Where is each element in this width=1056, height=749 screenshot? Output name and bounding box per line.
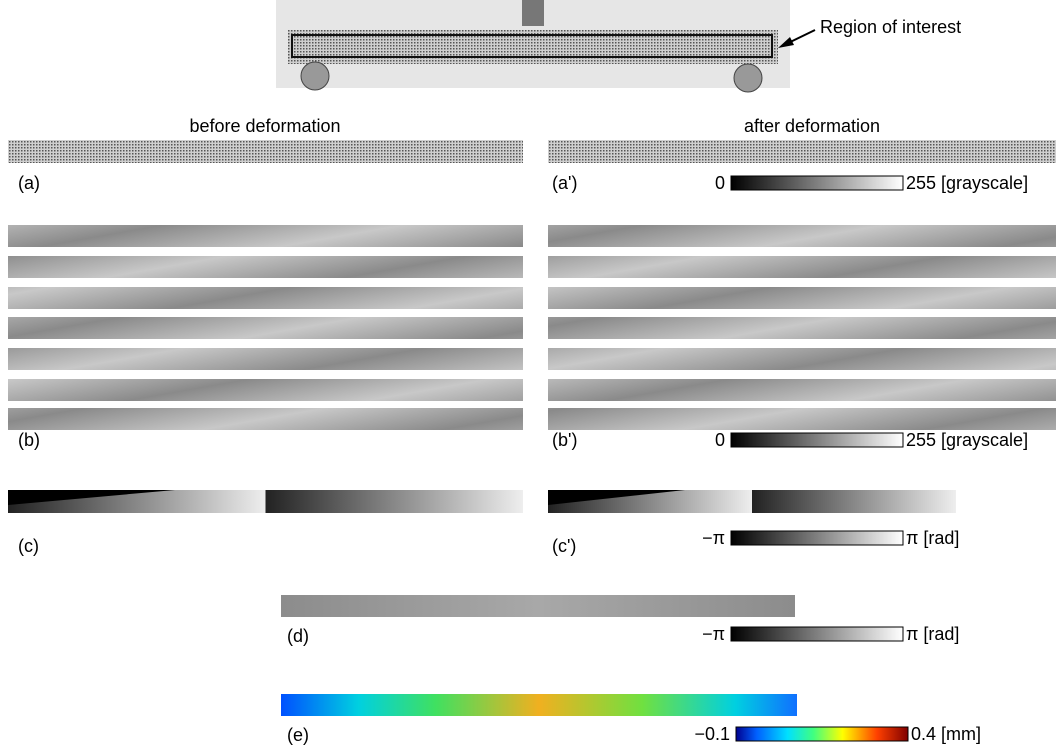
fringe-strip xyxy=(548,408,1056,430)
fringe-strip xyxy=(8,408,523,430)
fringe-strip xyxy=(548,287,1056,309)
displacement-strip xyxy=(281,694,797,716)
panel-label: (a) xyxy=(18,173,40,193)
fringe-strip xyxy=(8,287,523,309)
image-strip xyxy=(548,140,1056,163)
phase-strip xyxy=(8,490,523,513)
colorbar-max-label: 255 [grayscale] xyxy=(906,173,1028,193)
colorbar-max-label: π [rad] xyxy=(906,528,959,548)
colorbar-min-label: −π xyxy=(702,624,725,644)
fringe-strip xyxy=(8,348,523,370)
annotation: Region of interest xyxy=(820,17,961,37)
phase-strip xyxy=(548,490,956,513)
colorbar xyxy=(730,626,904,642)
fringe-strip xyxy=(8,256,523,278)
fringe-strip xyxy=(548,379,1056,401)
fringe-strip xyxy=(8,225,523,247)
phase-wedge xyxy=(548,490,685,505)
column-heading: after deformation xyxy=(744,116,880,136)
panel-label: (e) xyxy=(287,725,309,745)
fringe-strip xyxy=(548,317,1056,339)
panel-label: (c') xyxy=(552,536,576,556)
panel-label: (b) xyxy=(18,430,40,450)
column-heading: before deformation xyxy=(189,116,340,136)
phase-wedge xyxy=(8,490,175,505)
fringe-strip xyxy=(8,379,523,401)
panel-label: (b') xyxy=(552,430,577,450)
colorbar-min-label: 0 xyxy=(715,430,725,450)
fringe-strips xyxy=(8,225,1056,430)
colorbar-max-label: 0.4 [mm] xyxy=(911,724,981,744)
colorbar xyxy=(730,530,904,546)
panel-label: (a') xyxy=(552,173,577,193)
image-strip xyxy=(8,140,523,163)
colorbar xyxy=(730,175,904,191)
fringe-strip xyxy=(548,348,1056,370)
phase-diff-strip xyxy=(281,595,795,617)
panel-label: (c) xyxy=(18,536,39,556)
colorbar xyxy=(730,432,904,448)
panel-label: (d) xyxy=(287,626,309,646)
colorbar xyxy=(735,726,909,742)
colorbar-min-label: −0.1 xyxy=(694,724,730,744)
colorbar-min-label: −π xyxy=(702,528,725,548)
fringe-strip xyxy=(8,317,523,339)
colorbar-max-label: π [rad] xyxy=(906,624,959,644)
fringe-strip xyxy=(548,256,1056,278)
fringe-strip xyxy=(548,225,1056,247)
colorbar-max-label: 255 [grayscale] xyxy=(906,430,1028,450)
photo xyxy=(276,0,816,93)
colorbar-min-label: 0 xyxy=(715,173,725,193)
colorbars: 0 255 [grayscale] 0 255 [grayscale] −π π [rad… xyxy=(694,173,1028,744)
